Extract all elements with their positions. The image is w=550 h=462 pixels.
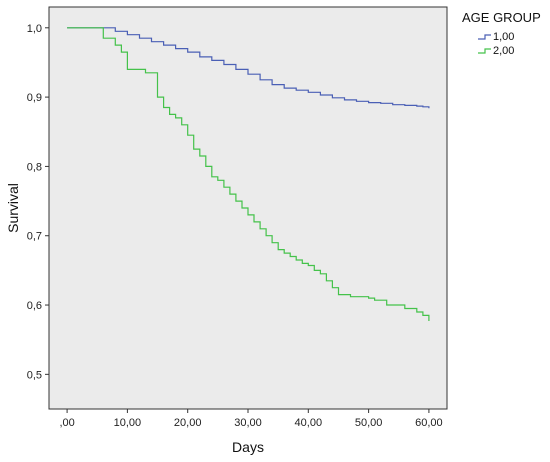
y-tick-label: 0,5 — [27, 369, 42, 381]
x-tick-label: 20,00 — [174, 417, 202, 429]
legend-label: 2,00 — [493, 45, 514, 57]
legend-title: AGE GROUP — [462, 10, 541, 25]
survival-curve-series-1 — [67, 27, 430, 109]
legend-entry: 2,00 — [478, 45, 514, 57]
y-tick-label: 0,7 — [27, 231, 42, 243]
y-tick-label: 0,8 — [27, 161, 42, 173]
y-axis-title: Survival — [5, 183, 21, 233]
x-tick-label: 60,00 — [415, 417, 443, 429]
x-tick-label: 50,00 — [355, 417, 383, 429]
x-tick-label: 10,00 — [114, 417, 142, 429]
legend: AGE GROUP 1,00 2,00 — [462, 10, 541, 57]
legend-entry: 1,00 — [478, 31, 514, 43]
x-axis: ,00 10,00 20,00 30,00 40,00 50,00 60,00 — [59, 409, 443, 429]
y-tick-label: 0,6 — [27, 300, 42, 312]
y-tick-label: 0,9 — [27, 92, 42, 104]
x-tick-label: ,00 — [59, 417, 74, 429]
y-axis: 0,5 0,6 0,7 0,8 0,9 1,0 — [27, 23, 49, 381]
x-axis-title: Days — [232, 439, 264, 455]
series-layer — [67, 27, 430, 321]
y-tick-label: 1,0 — [27, 23, 42, 35]
x-tick-label: 40,00 — [295, 417, 323, 429]
x-tick-label: 30,00 — [234, 417, 262, 429]
survival-curve-series-2 — [67, 27, 430, 321]
legend-swatch — [478, 34, 491, 40]
legend-label: 1,00 — [493, 31, 514, 43]
legend-swatch — [478, 48, 491, 54]
